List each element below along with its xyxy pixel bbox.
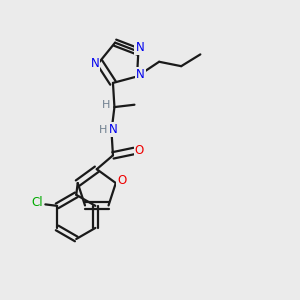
Text: H: H <box>98 125 107 135</box>
Text: O: O <box>117 174 126 187</box>
Text: Cl: Cl <box>32 196 43 209</box>
Text: O: O <box>135 144 144 157</box>
Text: H: H <box>102 100 110 110</box>
Text: N: N <box>91 57 99 70</box>
Text: N: N <box>109 123 117 136</box>
Text: N: N <box>136 68 145 81</box>
Text: N: N <box>135 41 144 54</box>
